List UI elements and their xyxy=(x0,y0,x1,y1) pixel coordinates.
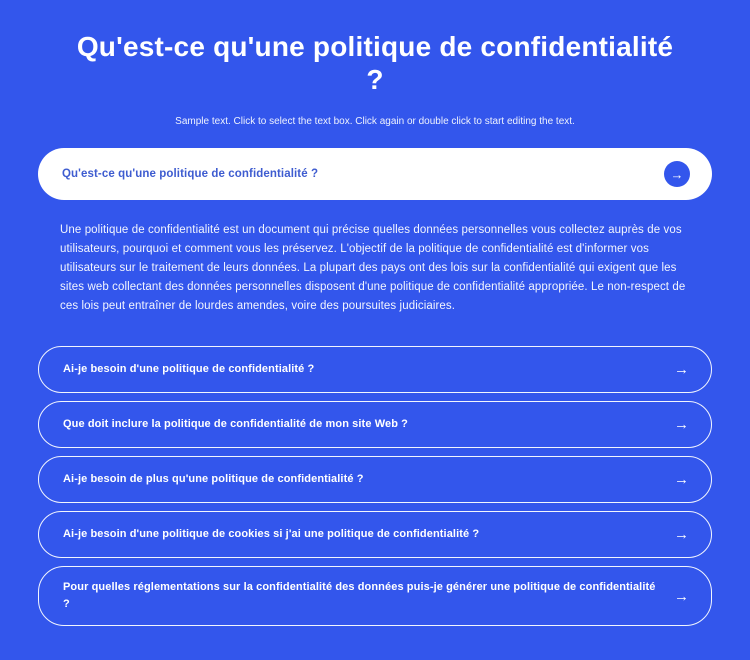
arrow-right-icon: → xyxy=(670,166,684,182)
arrow-right-icon[interactable]: → xyxy=(674,361,689,378)
faq-question: Ai-je besoin d'une politique de confiden… xyxy=(63,363,315,375)
arrow-right-icon[interactable]: → xyxy=(674,587,689,605)
faq-item[interactable]: Pour quelles réglementations sur la conf… xyxy=(38,566,712,626)
page-title-line2: ? xyxy=(366,64,384,95)
faq-question: Ai-je besoin d'une politique de cookies … xyxy=(63,528,480,540)
faq-item[interactable]: Ai-je besoin d'une politique de cookies … xyxy=(38,511,712,558)
faq-item-expanded[interactable]: Qu'est-ce qu'une politique de confidenti… xyxy=(38,148,712,200)
arrow-right-icon[interactable]: → xyxy=(674,416,689,433)
faq-question-expanded: Qu'est-ce qu'une politique de confidenti… xyxy=(62,168,319,180)
subtitle: Sample text. Click to select the text bo… xyxy=(175,116,575,127)
faq-list: Ai-je besoin d'une politique de confiden… xyxy=(38,346,712,626)
faq-question: Ai-je besoin de plus qu'une politique de… xyxy=(63,473,364,485)
arrow-right-icon[interactable]: → xyxy=(674,471,689,488)
faq-question: Que doit inclure la politique de confide… xyxy=(63,418,408,430)
faq-question: Pour quelles réglementations sur la conf… xyxy=(63,581,656,610)
faq-item[interactable]: Que doit inclure la politique de confide… xyxy=(38,401,712,448)
collapse-arrow-button[interactable]: → xyxy=(664,161,690,187)
page-title-line1: Qu'est-ce qu'une politique de confidenti… xyxy=(76,31,674,62)
faq-answer: Une politique de confidentialité est un … xyxy=(60,224,686,312)
arrow-right-icon[interactable]: → xyxy=(674,526,689,543)
faq-item[interactable]: Ai-je besoin de plus qu'une politique de… xyxy=(38,456,712,503)
page-title: Qu'est-ce qu'une politique de confidenti… xyxy=(38,30,712,96)
faq-item[interactable]: Ai-je besoin d'une politique de confiden… xyxy=(38,346,712,393)
